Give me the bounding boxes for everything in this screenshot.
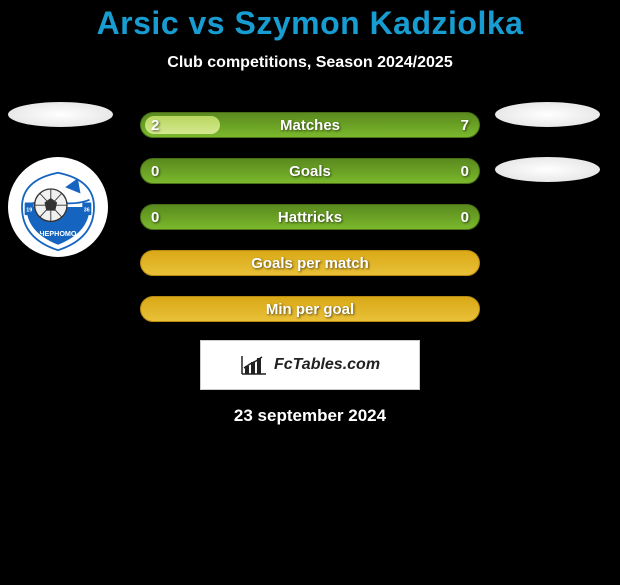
- svg-text:ЧЕРНОМО: ЧЕРНОМО: [40, 229, 77, 238]
- stat-label: Goals per match: [251, 255, 369, 272]
- left-oval-badge: [8, 102, 113, 127]
- stat-label: Goals: [289, 163, 331, 180]
- stat-right-value: 0: [461, 163, 469, 180]
- stat-right-value: 7: [461, 117, 469, 134]
- stat-row-goals: 0 Goals 0: [140, 158, 480, 184]
- right-badges: [495, 102, 600, 182]
- brand-text: FcTables.com: [274, 356, 380, 374]
- date-text: 23 september 2024: [0, 406, 620, 426]
- stat-right-value: 0: [461, 209, 469, 226]
- svg-text:19: 19: [26, 208, 32, 214]
- stat-label: Min per goal: [266, 301, 354, 318]
- club-logo-left: ЧЕРНОМО 19 36: [8, 157, 108, 257]
- stat-left-value: 0: [151, 209, 159, 226]
- stats-container: 2 Matches 7 0 Goals 0 0 Hattricks 0 Goal…: [140, 112, 480, 322]
- right-oval-badge-1: [495, 102, 600, 127]
- stat-row-matches: 2 Matches 7: [140, 112, 480, 138]
- stat-row-min-per-goal: Min per goal: [140, 296, 480, 322]
- svg-text:36: 36: [84, 208, 90, 214]
- stat-left-value: 0: [151, 163, 159, 180]
- page-title: Arsic vs Szymon Kadziolka: [0, 5, 620, 42]
- content-area: ЧЕРНОМО 19 36 2 Matches 7 0 Goals: [0, 112, 620, 426]
- stat-label: Matches: [280, 117, 340, 134]
- chernomorets-logo-icon: ЧЕРНОМО 19 36: [13, 162, 103, 252]
- stat-row-hattricks: 0 Hattricks 0: [140, 204, 480, 230]
- right-oval-badge-2: [495, 157, 600, 182]
- stat-label: Hattricks: [278, 209, 342, 226]
- stat-left-value: 2: [151, 117, 159, 134]
- stat-row-goals-per-match: Goals per match: [140, 250, 480, 276]
- page-subtitle: Club competitions, Season 2024/2025: [0, 54, 620, 72]
- chart-icon: [240, 354, 268, 376]
- left-badges: ЧЕРНОМО 19 36: [8, 102, 113, 257]
- brand-box[interactable]: FcTables.com: [200, 340, 420, 390]
